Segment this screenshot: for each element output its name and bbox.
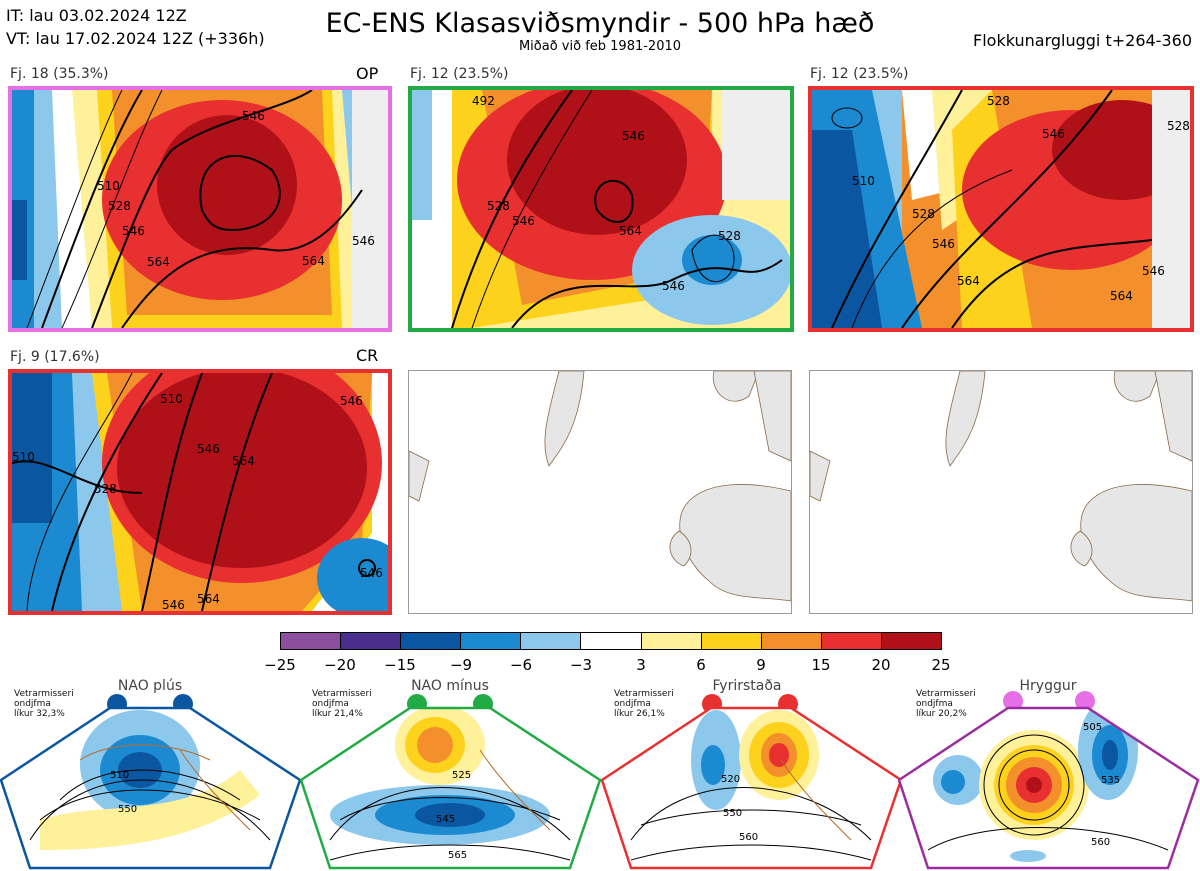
regime-2-contour-label: 565 — [448, 850, 467, 861]
svg-text:528: 528 — [912, 207, 935, 221]
svg-text:528: 528 — [94, 482, 117, 496]
svg-text:564: 564 — [232, 454, 255, 468]
colorbar-tick: −6 — [509, 656, 533, 674]
colorbar-tick: 25 — [931, 656, 951, 674]
colorbar-tick: 9 — [756, 656, 766, 674]
regime-2-map: 525 545 565 — [300, 706, 602, 870]
regime-2-contour-label: 525 — [452, 770, 471, 781]
svg-text:546: 546 — [662, 279, 685, 293]
colorbar-swatch — [821, 633, 882, 649]
svg-text:546: 546 — [197, 442, 220, 456]
panel-1-tag: OP — [356, 64, 379, 83]
colorbar-tick: 20 — [871, 656, 891, 674]
regime-3-contour-label: 550 — [723, 808, 742, 819]
regime-4-map: 505 535 560 — [898, 706, 1200, 870]
regime-3-contour-label: 560 — [739, 832, 758, 843]
svg-text:546: 546 — [360, 566, 383, 580]
svg-text:510: 510 — [12, 450, 35, 464]
regime-2-title: NAO mínus — [411, 678, 489, 694]
svg-text:492: 492 — [472, 94, 495, 108]
colorbar-swatch — [701, 633, 762, 649]
svg-text:564: 564 — [619, 224, 642, 238]
regime-1-contour-label: 510 — [110, 770, 129, 781]
colorbar-tick: −20 — [324, 656, 356, 674]
svg-text:528: 528 — [487, 199, 510, 213]
panel-4-label: Fj. 9 (17.6%) — [10, 349, 100, 365]
svg-text:546: 546 — [1142, 264, 1165, 278]
cluster-map-5-empty[interactable] — [408, 370, 792, 614]
svg-text:564: 564 — [302, 254, 325, 268]
cluster-map-6-empty[interactable] — [809, 370, 1193, 614]
svg-text:546: 546 — [242, 109, 265, 123]
cluster-map-2[interactable]: 528 546 546 564 528 546 492 — [408, 86, 794, 332]
valid-time: VT: lau 17.02.2024 12Z (+336h) — [6, 29, 265, 48]
regime-4-contour-label: 560 — [1091, 837, 1110, 848]
colorbar-swatch — [581, 633, 642, 649]
svg-text:564: 564 — [147, 255, 170, 269]
regime-4-note: Vetrarmisseri ondjfma líkur 20,2% — [916, 689, 976, 719]
regime-3-title: Fyrirstaða — [712, 678, 782, 694]
svg-text:510: 510 — [97, 179, 120, 193]
svg-text:564: 564 — [957, 274, 980, 288]
regime-4-contour-label: 535 — [1101, 775, 1120, 786]
svg-text:546: 546 — [1042, 127, 1065, 141]
colorbar-tick: −9 — [449, 656, 473, 674]
colorbar-swatch — [881, 633, 942, 649]
regime-4-contour-label: 505 — [1083, 722, 1102, 733]
initial-time: IT: lau 03.02.2024 12Z — [6, 6, 187, 25]
colorbar — [280, 632, 942, 650]
regime-3-map: 520 550 560 — [601, 706, 903, 870]
regime-4-marker-right — [1075, 691, 1095, 711]
regime-2-contour-label: 545 — [436, 814, 455, 825]
classification-window: Flokkunargluggi t+264-360 — [973, 31, 1192, 50]
colorbar-swatch — [641, 633, 702, 649]
svg-text:546: 546 — [622, 129, 645, 143]
panel-1-label: Fj. 18 (35.3%) — [10, 66, 109, 82]
svg-text:510: 510 — [852, 174, 875, 188]
svg-text:546: 546 — [512, 214, 535, 228]
colorbar-swatch — [761, 633, 822, 649]
regime-2-note: Vetrarmisseri ondjfma líkur 21,4% — [312, 689, 372, 719]
panel-2-label: Fj. 12 (23.5%) — [410, 66, 509, 82]
cluster-map-1[interactable]: 510 528 546 564 546 564 546 — [8, 86, 392, 332]
colorbar-swatch — [281, 633, 342, 649]
panel-3-label: Fj. 12 (23.5%) — [810, 66, 909, 82]
colorbar-swatch — [401, 633, 462, 649]
regime-1-contour-label: 550 — [118, 804, 137, 815]
regime-3-contour-label: 520 — [721, 774, 740, 785]
regime-4-marker-left — [1003, 691, 1023, 711]
colorbar-swatch — [461, 633, 522, 649]
colorbar-tick: 6 — [696, 656, 706, 674]
colorbar-tick: −3 — [569, 656, 593, 674]
regime-1-title: NAO plús — [117, 678, 183, 694]
regime-4-title: Hryggur — [1019, 678, 1077, 694]
svg-text:546: 546 — [352, 234, 375, 248]
svg-text:528: 528 — [108, 199, 131, 213]
svg-text:528: 528 — [987, 94, 1010, 108]
regime-3-note: Vetrarmisseri ondjfma líkur 26,1% — [614, 689, 674, 719]
colorbar-swatch — [521, 633, 582, 649]
page-title: EC-ENS Klasasviðsmyndir - 500 hPa hæð — [325, 8, 875, 39]
regime-1-note: Vetrarmisseri ondjfma líkur 32,3% — [14, 689, 74, 719]
cluster-map-3[interactable]: 528 546 510 528 546 564 564 546 528 — [808, 86, 1194, 332]
svg-text:546: 546 — [122, 224, 145, 238]
regime-1-map: 510 550 — [0, 706, 302, 870]
svg-text:546: 546 — [340, 394, 363, 408]
svg-text:528: 528 — [1167, 119, 1190, 133]
page-subtitle: Miðað við feb 1981-2010 — [518, 39, 682, 54]
colorbar-tick: 3 — [636, 656, 646, 674]
svg-text:528: 528 — [718, 229, 741, 243]
colorbar-swatch — [341, 633, 402, 649]
cluster-map-4[interactable]: 510 510 528 546 564 546 546 564 546 — [8, 369, 392, 615]
header-times: IT: lau 03.02.2024 12Z VT: lau 17.02.202… — [6, 4, 265, 50]
colorbar-tick: −15 — [384, 656, 416, 674]
svg-text:564: 564 — [1110, 289, 1133, 303]
svg-text:564: 564 — [197, 592, 220, 606]
svg-text:546: 546 — [162, 598, 185, 611]
svg-text:546: 546 — [932, 237, 955, 251]
panel-4-tag: CR — [356, 346, 379, 365]
colorbar-tick: 15 — [811, 656, 831, 674]
svg-text:510: 510 — [160, 392, 183, 406]
colorbar-tick: −25 — [264, 656, 296, 674]
